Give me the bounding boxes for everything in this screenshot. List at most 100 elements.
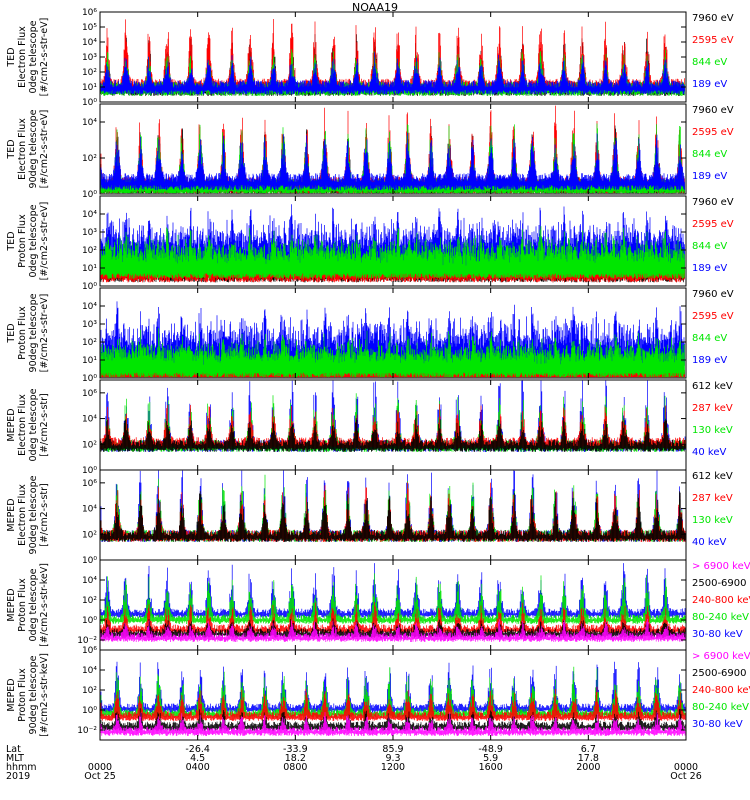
legend-entry: 7960 eV [692, 289, 734, 300]
y-tick-label: 10⁻² [77, 726, 97, 736]
y-axis-label-line: MEPED [6, 678, 17, 711]
legend-entry: 844 eV [692, 333, 727, 344]
x-tick-label: -26.4 [185, 744, 210, 755]
x-row-label: hhmm [6, 762, 37, 773]
series-line-4 [100, 226, 685, 279]
y-tick-label: 10³ [82, 228, 97, 238]
y-tick-label: 10⁰ [82, 282, 97, 292]
panel-7: 10⁻² 10⁰ 10² 10⁴ MEPED Proton Flux 0deg telesc… [6, 559, 750, 651]
x-row-label: 2019 [6, 771, 30, 782]
series-line-5 [100, 618, 686, 642]
y-tick-label: 10² [82, 338, 97, 348]
x-tick-label: 0000 [88, 762, 112, 773]
legend-entry: > 6900 keV [692, 651, 750, 662]
y-tick-label: 10² [82, 246, 97, 256]
y-axis-label-line: MEPED [6, 588, 17, 621]
x-tick-label: 2000 [576, 762, 600, 773]
y-axis-label-line: [#/cm2-s-str-eV] [39, 110, 50, 189]
legend-entry: 80-240 keV [692, 702, 749, 713]
x-tick-label: 17.8 [578, 753, 599, 764]
legend-entry: 7960 eV [692, 13, 734, 24]
y-tick-label: 10⁰ [82, 616, 97, 626]
y-axis-label-line: 0deg telescope [28, 568, 39, 641]
y-tick-label: 10⁰ [82, 466, 97, 476]
y-axis-label-line: 90deg telescope [28, 655, 39, 734]
y-axis-label-line: [#/cm2-s-str-eV] [39, 202, 50, 281]
x-tick-label: Oct 25 [84, 771, 116, 782]
y-axis-label-line: Proton Flux [17, 668, 28, 722]
y-tick-label: 10⁶ [82, 646, 97, 656]
y-tick-label: 10⁴ [82, 118, 97, 128]
legend-entry: 30-80 keV [692, 719, 743, 730]
y-axis-label-line: [#/cm2-s-str] [39, 483, 50, 546]
series-line-5 [100, 712, 686, 736]
panel-3: 10⁰ 10¹ 10² 10³ 10⁴ TED Proton Flux 0deg telesc… [6, 195, 734, 292]
y-tick-label: 10² [82, 68, 97, 78]
panel-2: 10⁰ 10² 10⁴ TED Electron Flux 90deg telescope… [6, 103, 734, 200]
y-tick-label: 10⁶ [82, 389, 97, 399]
y-tick-label: 10³ [82, 53, 97, 63]
series-line-2 [100, 666, 686, 718]
series-line-2 [100, 393, 686, 452]
y-tick-label: 10⁰ [82, 374, 97, 384]
legend-entry: 189 eV [692, 263, 727, 274]
series-line-4 [100, 328, 685, 378]
x-row-label: Lat [6, 744, 21, 755]
y-axis-label-line: TED [6, 139, 17, 159]
x-tick-label: 9.3 [385, 753, 400, 764]
series-line-4 [100, 414, 686, 452]
y-axis-label-line: Proton Flux [17, 578, 28, 632]
y-tick-label: 10⁴ [82, 576, 97, 586]
y-axis-label-line: Electron Flux [17, 394, 28, 456]
y-tick-label: 10² [82, 440, 97, 450]
y-tick-label: 10⁴ [82, 505, 97, 515]
series-line-3 [100, 686, 686, 721]
x-tick-label: 18.2 [285, 753, 306, 764]
panel-8: 10⁻² 10⁰ 10² 10⁴ 10⁶ MEPED Proton Flux 90deg te… [6, 646, 750, 741]
legend-entry: 30-80 keV [692, 629, 743, 640]
y-tick-label: 10⁶ [82, 479, 97, 489]
y-axis-label-line: MEPED [6, 498, 17, 531]
y-tick-label: 10⁰ [82, 706, 97, 716]
x-tick-label: Oct 26 [670, 771, 702, 782]
y-tick-label: 10⁵ [82, 23, 97, 33]
x-tick-label: -48.9 [478, 744, 503, 755]
legend-entry: 40 keV [692, 447, 726, 458]
legend-entry: > 6900 keV [692, 561, 750, 572]
y-tick-label: 10¹ [82, 83, 97, 93]
y-axis-label-line: Proton Flux [17, 306, 28, 360]
series-line-1 [100, 661, 686, 713]
y-tick-label: 10² [82, 154, 97, 164]
legend-entry: 2500-6900 [692, 668, 747, 679]
y-tick-label: 10² [82, 530, 97, 540]
y-axis-label-line: [#/cm2-s-str-eV] [39, 294, 50, 373]
series-line-4 [100, 132, 685, 191]
y-axis-label-line: TED [6, 323, 17, 343]
y-axis-label-line: 0deg telescope [28, 204, 39, 277]
legend-entry: 130 keV [692, 515, 733, 526]
legend-entry: 2595 eV [692, 35, 734, 46]
x-tick-label: 1200 [381, 762, 405, 773]
legend-entry: 844 eV [692, 57, 727, 68]
y-axis-label-line: [#/cm2-s-str-keV] [39, 653, 50, 737]
legend-entry: 2500-6900 [692, 578, 747, 589]
y-tick-label: 10⁻² [77, 636, 97, 646]
x-tick-label: 6.7 [581, 744, 596, 755]
x-tick-label: 5.9 [483, 753, 498, 764]
legend-entry: 80-240 keV [692, 612, 749, 623]
series-line-4 [100, 491, 686, 542]
legend-entry: 844 eV [692, 241, 727, 252]
legend-entry: 2595 eV [692, 219, 734, 230]
legend-entry: 844 eV [692, 149, 727, 160]
y-tick-label: 10² [82, 596, 97, 606]
legend-entry: 2595 eV [692, 127, 734, 138]
y-tick-label: 10⁴ [82, 210, 97, 220]
legend-entry: 2595 eV [692, 311, 734, 322]
x-tick-label: 0800 [283, 762, 307, 773]
y-axis-label-line: 90deg telescope [28, 475, 39, 554]
x-tick-label: -33.9 [283, 744, 308, 755]
y-axis-label-line: [#/cm2-s-str-keV] [39, 563, 50, 647]
x-tick-label: 4.5 [190, 753, 205, 764]
panel-4: 10⁰ 10¹ 10² 10³ 10⁴ TED Proton Flux 90deg teles… [6, 287, 734, 384]
